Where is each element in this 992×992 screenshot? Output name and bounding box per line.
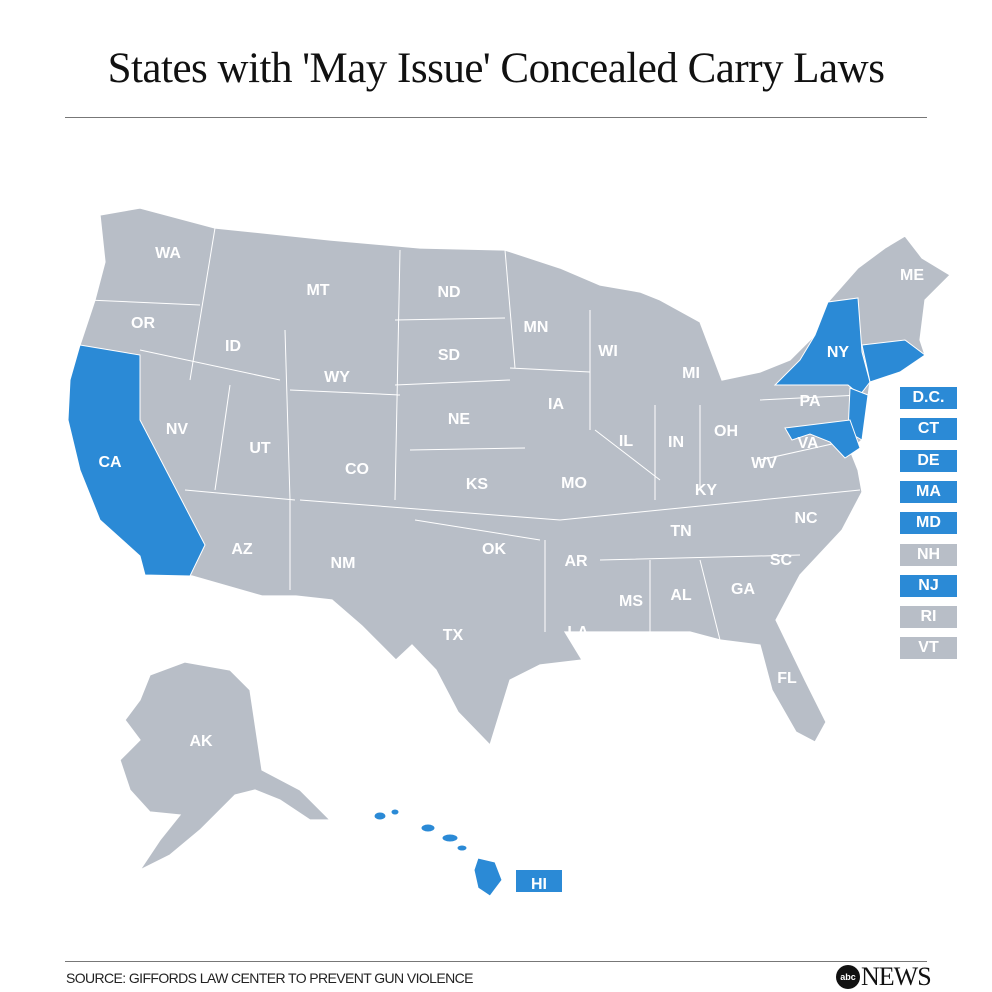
abc-news-logo: abc NEWS — [836, 962, 932, 992]
state-label-ok: OK — [482, 541, 506, 558]
state-label-me: ME — [900, 267, 924, 284]
legend-item-nj: NJ — [900, 574, 957, 597]
state-label-in: IN — [668, 434, 684, 451]
hawaii — [373, 808, 503, 897]
title-divider — [65, 117, 927, 118]
state-label-az: AZ — [231, 541, 253, 558]
legend-item-ma: MA — [900, 480, 957, 503]
state-label-nm: NM — [331, 555, 356, 572]
state-label-wa: WA — [155, 245, 181, 262]
state-label-nc: NC — [794, 510, 818, 527]
legend-item-vt: VT — [900, 637, 957, 660]
state-label-la: LA — [567, 624, 589, 641]
state-label-sc: SC — [770, 552, 793, 569]
contiguous-us — [67, 207, 951, 747]
state-md-de — [784, 419, 861, 459]
state-label-fl: FL — [777, 670, 797, 687]
legend-item-md: MD — [900, 512, 957, 535]
state-ca — [67, 344, 206, 577]
state-label-wi: WI — [598, 343, 618, 360]
state-label-al: AL — [670, 587, 692, 604]
legend-item-de: DE — [900, 449, 957, 472]
state-label-co: CO — [345, 461, 369, 478]
state-label-oh: OH — [714, 423, 738, 440]
state-label-ca: CA — [98, 454, 122, 471]
state-label-ar: AR — [564, 553, 588, 570]
state-label-il: IL — [619, 433, 633, 450]
abc-logo-circle: abc — [836, 965, 860, 989]
legend-item-dc: D.C. — [900, 387, 957, 409]
state-ny — [773, 297, 871, 396]
state-label-ms: MS — [619, 593, 643, 610]
legend-item-ri: RI — [900, 606, 957, 629]
state-label-mt: MT — [306, 282, 329, 299]
legend-item-ct: CT — [900, 418, 957, 441]
state-label-ks: KS — [466, 476, 489, 493]
state-label-ia: IA — [548, 396, 564, 413]
state-label-ny: NY — [827, 344, 850, 361]
state-label-wv: WV — [751, 455, 777, 472]
hi-label-box — [516, 870, 562, 892]
state-ma-ct-ri — [861, 339, 926, 383]
state-label-ak: AK — [189, 733, 213, 750]
state-label-mi: MI — [682, 365, 700, 382]
state-label-hi: HI — [531, 876, 547, 893]
state-label-wy: WY — [324, 369, 350, 386]
state-label-ut: UT — [249, 440, 271, 457]
legend-item-nh: NH — [900, 543, 957, 566]
source-note: SOURCE: GIFFORDS LAW CENTER TO PREVENT G… — [66, 970, 473, 986]
state-label-ne: NE — [448, 411, 471, 428]
page-title: States with 'May Issue' Concealed Carry … — [107, 45, 885, 92]
state-label-nd: ND — [437, 284, 460, 301]
state-label-or: OR — [131, 315, 155, 332]
state-label-sd: SD — [438, 347, 460, 364]
state-label-pa: PA — [799, 393, 820, 410]
state-label-va: VA — [797, 435, 818, 452]
footer-divider — [65, 961, 927, 962]
state-label-tx: TX — [443, 627, 464, 644]
state-label-tn: TN — [670, 523, 691, 540]
state-label-mo: MO — [561, 475, 587, 492]
news-logo-text: NEWS — [861, 962, 932, 991]
state-label-mn: MN — [524, 319, 549, 336]
state-label-ga: GA — [731, 581, 755, 598]
alaska — [119, 661, 332, 872]
state-label-id: ID — [225, 338, 241, 355]
state-borders — [87, 227, 861, 641]
state-label-nv: NV — [166, 421, 189, 438]
state-label-ky: KY — [695, 482, 718, 499]
